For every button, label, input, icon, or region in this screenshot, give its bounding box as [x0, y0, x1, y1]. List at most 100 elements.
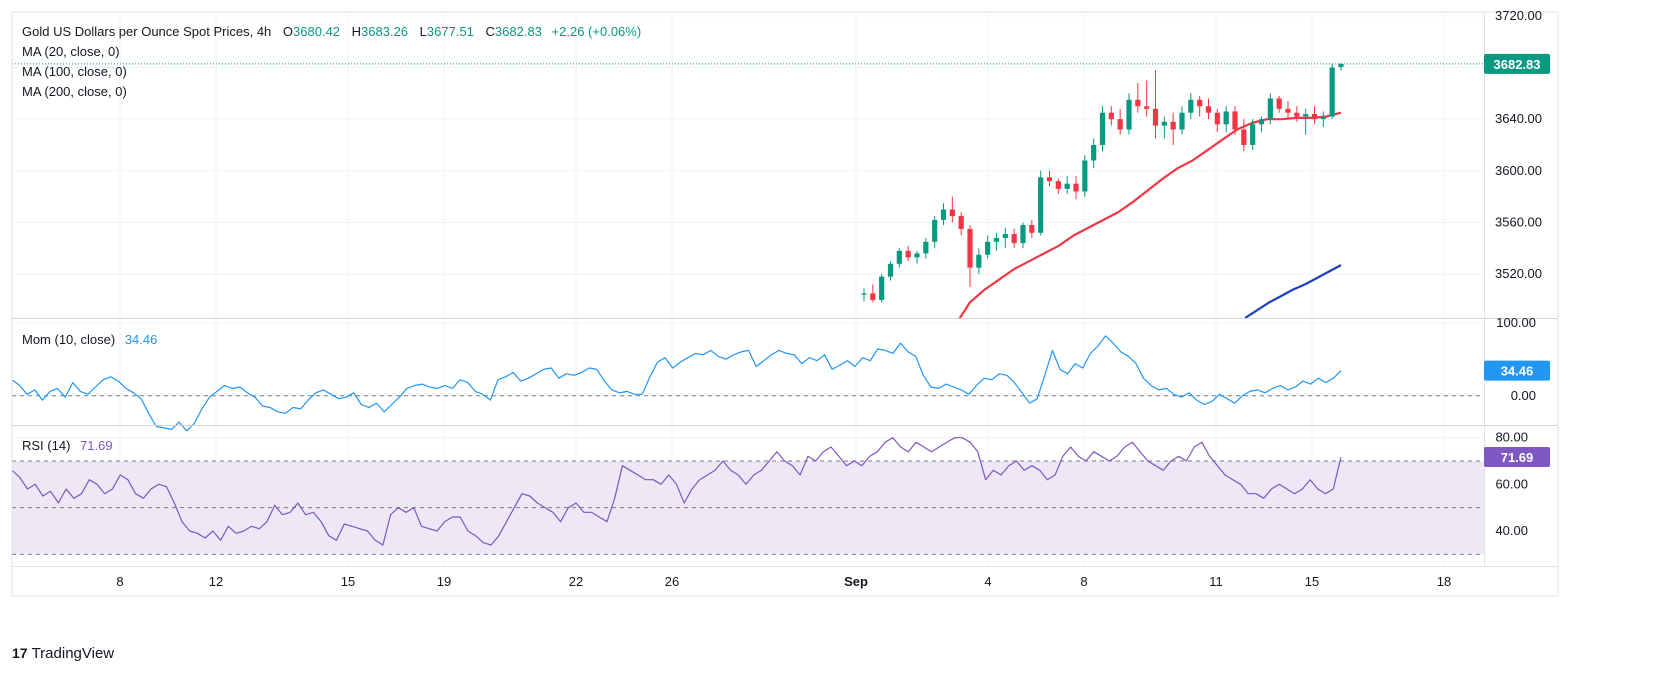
candle	[1091, 138, 1097, 169]
candle	[932, 216, 938, 249]
candle	[1029, 219, 1035, 238]
candle	[1258, 116, 1265, 133]
ma20-line	[958, 111, 1342, 318]
candle	[1223, 106, 1229, 133]
candle	[1214, 108, 1220, 133]
candle	[887, 261, 894, 281]
tradingview-brand[interactable]: 17 TradingView	[12, 645, 114, 662]
candle-body	[1241, 129, 1247, 145]
candle	[1073, 175, 1079, 200]
candle	[1303, 108, 1309, 135]
open-value: 3680.42	[293, 24, 341, 39]
x-tick-label: 4	[984, 574, 991, 589]
candle-body	[923, 241, 929, 254]
candle-body	[1135, 99, 1141, 107]
candle-body	[1188, 99, 1194, 113]
y-tick-label: 40.00	[1495, 523, 1528, 538]
candle	[1020, 222, 1026, 249]
candle	[1046, 170, 1053, 187]
candle	[1179, 106, 1185, 135]
x-tick-label: 22	[569, 574, 583, 589]
momentum-line	[11, 335, 1342, 432]
change-value: +2.26 (+0.06%)	[551, 24, 642, 39]
candle-body	[1055, 181, 1061, 189]
candle-body	[1011, 234, 1017, 244]
candle-body	[1303, 114, 1309, 117]
brand-name: TradingView	[31, 645, 115, 662]
ma100-legend[interactable]: MA (100, close, 0)	[22, 62, 127, 82]
candle	[861, 288, 867, 302]
last-value-badges: 3682.83 34.46 71.69	[1484, 53, 1550, 468]
candlesticks[interactable]	[861, 63, 1344, 303]
last-price-badge: 3682.83	[1484, 53, 1550, 74]
high-value: 3683.26	[361, 24, 409, 39]
candle-body	[1205, 106, 1212, 113]
y-tick-label: 3640.00	[1495, 111, 1542, 126]
candle	[1011, 228, 1017, 249]
candle-body	[1223, 111, 1229, 125]
ma20-legend[interactable]: MA (20, close, 0)	[22, 42, 120, 62]
candle-body	[870, 293, 876, 300]
candle	[1188, 93, 1194, 120]
candle	[1064, 175, 1070, 195]
x-tick-label: 8	[1080, 574, 1087, 589]
candle-body	[1064, 183, 1070, 189]
close-label: C	[485, 24, 495, 39]
candle	[1152, 70, 1159, 139]
candle-body	[1020, 225, 1026, 244]
candle	[1205, 98, 1212, 120]
x-tick-label: 11	[1209, 574, 1223, 589]
candle-body	[949, 209, 955, 216]
low-label: L	[419, 24, 427, 39]
x-tick-label: 12	[209, 574, 223, 589]
reference-lines	[12, 63, 1484, 555]
candle-body	[861, 293, 867, 295]
momentum-path	[11, 335, 1342, 432]
candle-body	[1091, 144, 1097, 161]
candle	[879, 274, 885, 303]
candle-body	[1082, 160, 1088, 192]
ma200-legend[interactable]: MA (200, close, 0)	[22, 82, 127, 102]
candle	[1099, 106, 1106, 152]
pane-borders	[11, 11, 1559, 597]
candle	[1082, 155, 1088, 197]
rsi-path	[11, 437, 1342, 546]
candle	[1276, 95, 1282, 113]
rsi-badge: 71.69	[1484, 447, 1550, 468]
candle	[976, 248, 982, 275]
time-axis[interactable]: 8 12 15 19 22 26 Sep 4 8 11 15 18	[116, 574, 1451, 589]
candle-body	[1029, 225, 1035, 233]
candle-body	[967, 228, 973, 268]
candle-body	[1002, 234, 1008, 238]
candle	[1294, 106, 1300, 122]
main-legend: Gold US Dollars per Ounce Spot Prices, 4…	[22, 22, 641, 42]
candle	[1038, 170, 1044, 236]
candle-body	[1117, 119, 1123, 130]
candle-body	[1285, 108, 1291, 113]
candle-body	[1294, 112, 1300, 117]
candle-body	[1038, 177, 1044, 233]
candle-body	[879, 276, 885, 300]
momentum-legend[interactable]: Mom (10, close) 34.46	[22, 330, 157, 350]
candle	[1232, 106, 1238, 135]
candle	[1126, 93, 1132, 135]
candle-body	[985, 241, 991, 255]
candle	[1117, 108, 1123, 135]
candle	[1329, 63, 1335, 120]
candle	[1144, 80, 1150, 117]
chart-title: Gold US Dollars per Ounce Spot Prices, 4…	[22, 24, 272, 39]
ma100-label: MA (100, close, 0)	[22, 64, 127, 79]
y-tick-label: 3600.00	[1495, 163, 1542, 178]
candle-body	[1258, 119, 1265, 125]
y-tick-label: 100.00	[1496, 315, 1536, 330]
rsi-legend[interactable]: RSI (14) 71.69	[22, 436, 113, 456]
candle	[896, 248, 902, 268]
candle	[905, 245, 911, 262]
candle	[1241, 119, 1247, 152]
candle-body	[1161, 121, 1167, 126]
candle-body	[1214, 112, 1220, 125]
close-value: 3682.83	[494, 24, 542, 39]
candle-body	[1276, 98, 1282, 109]
candle-body	[1250, 124, 1256, 145]
